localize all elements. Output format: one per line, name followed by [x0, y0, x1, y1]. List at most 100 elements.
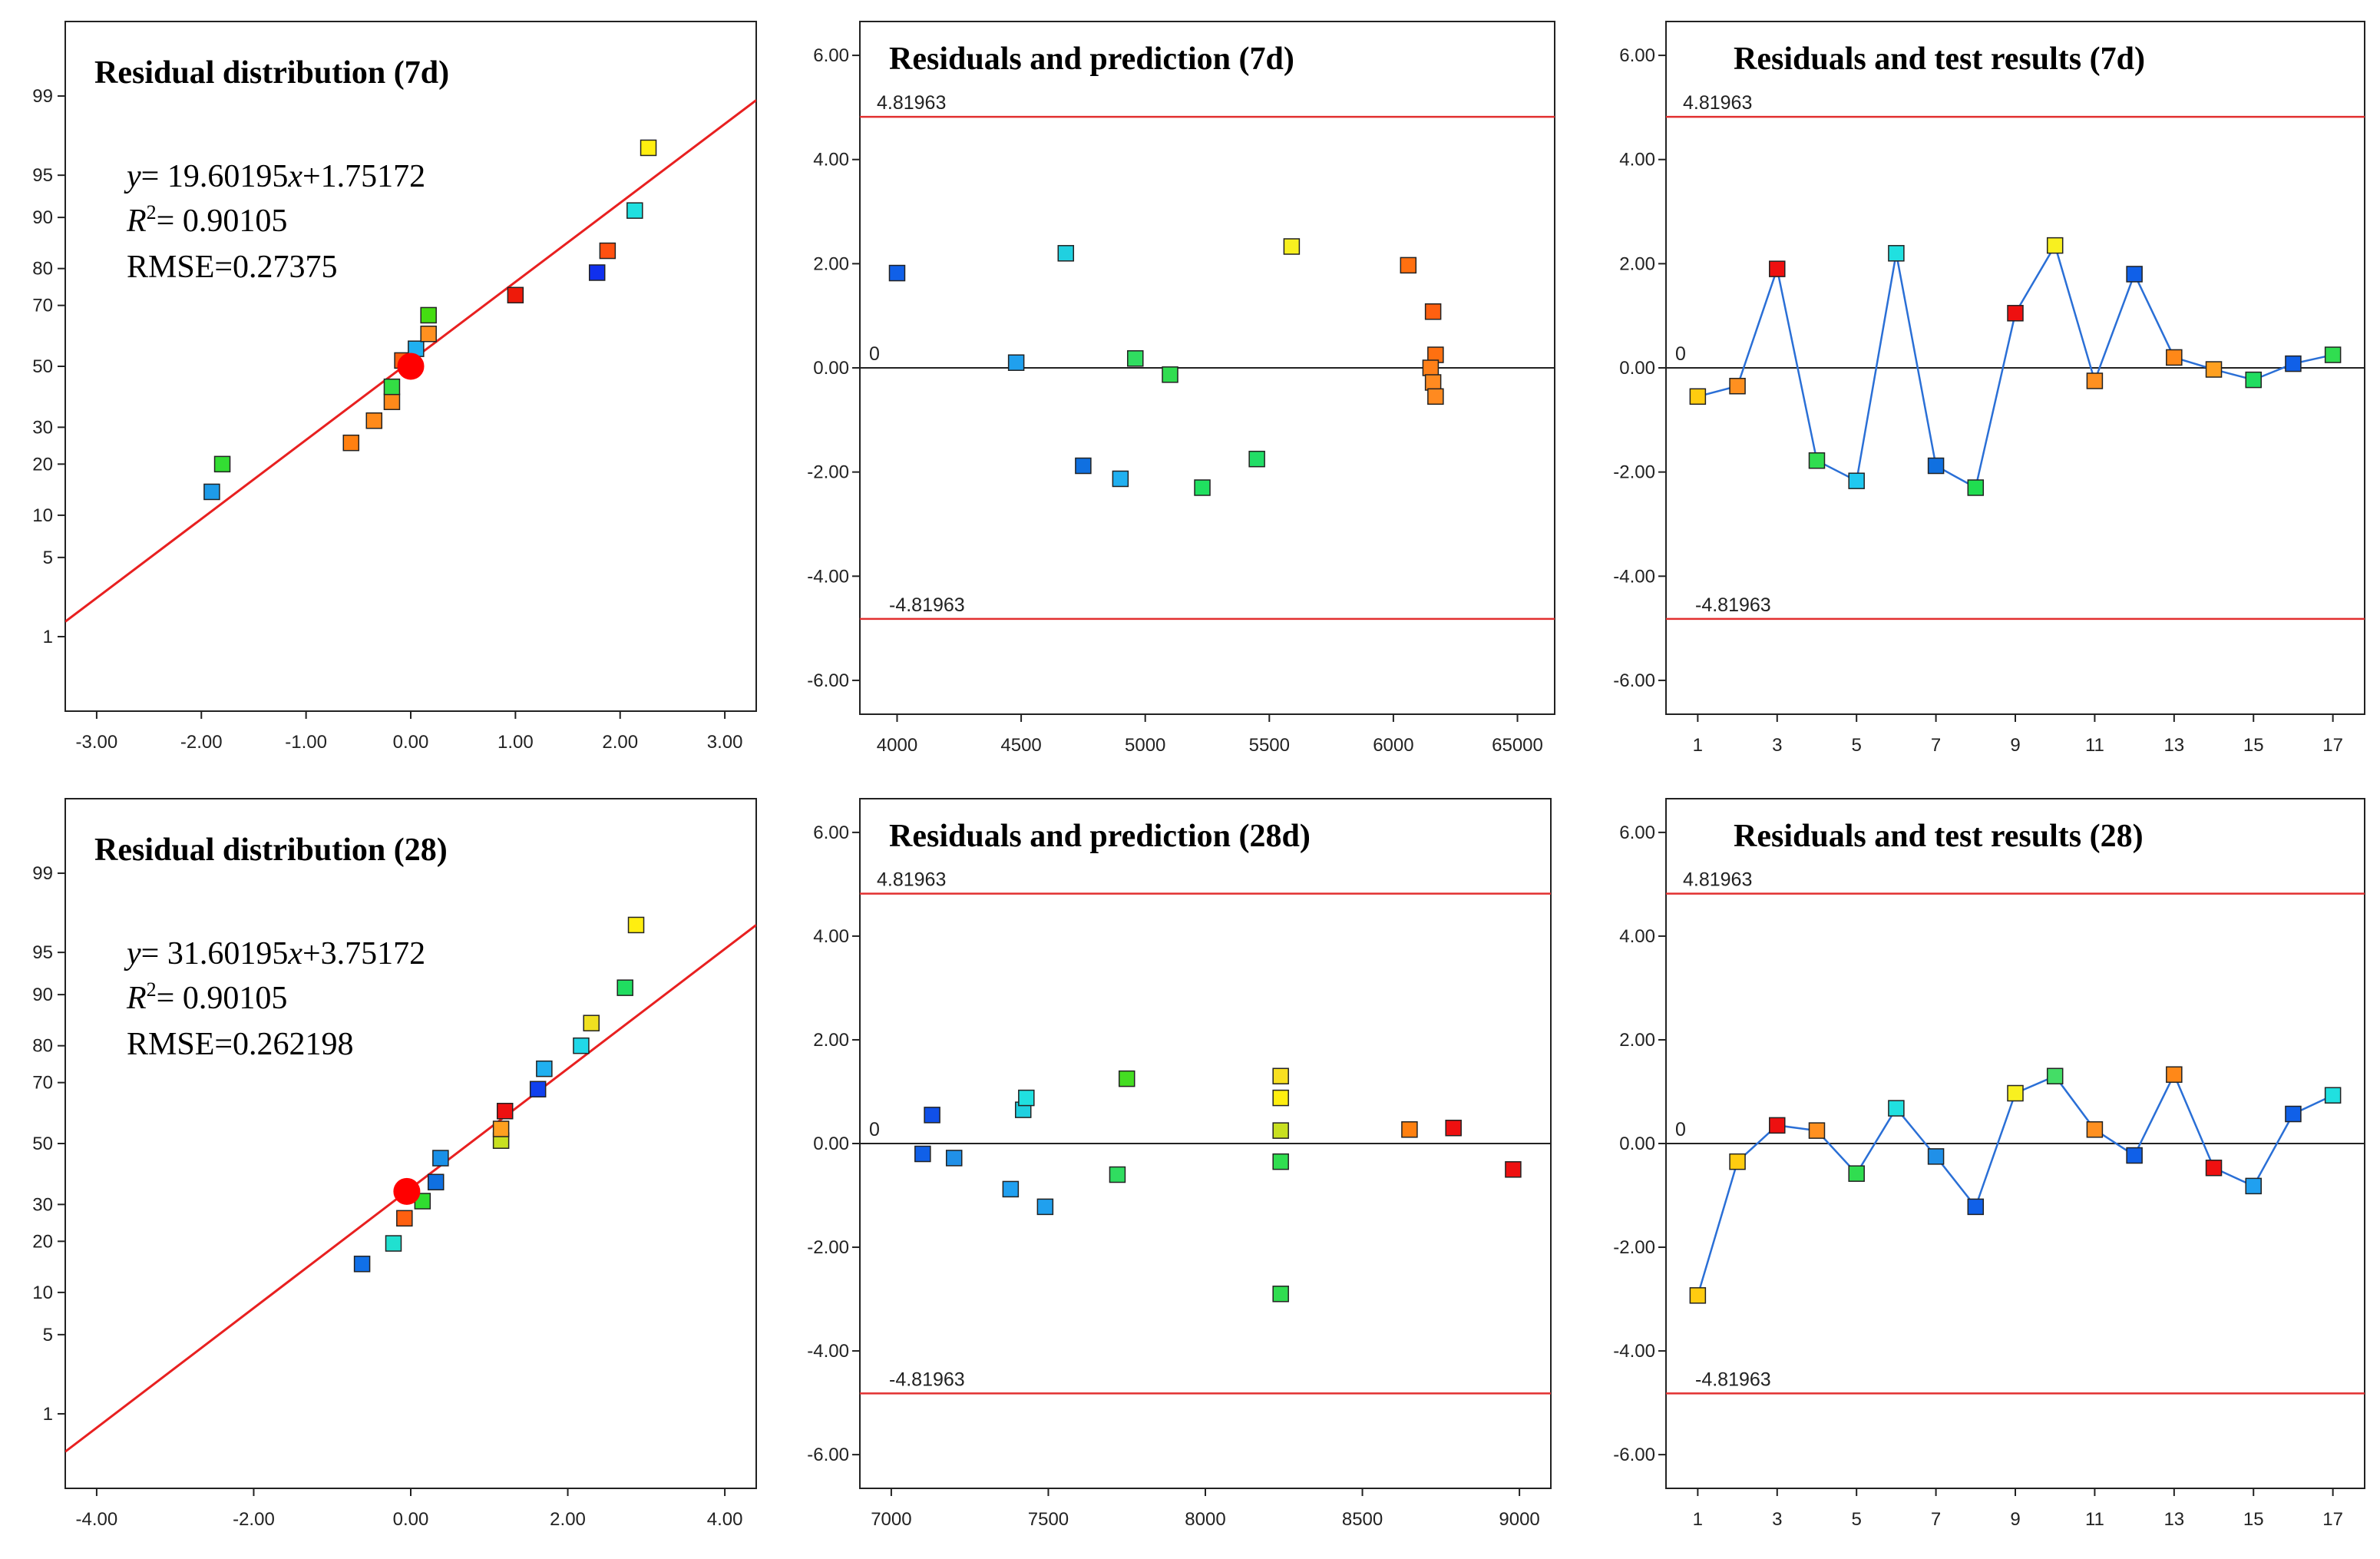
p1-point: [626, 202, 643, 219]
p1-ytick-label: 95: [32, 165, 53, 186]
p6-xtick-label: 5: [1852, 1509, 1862, 1530]
p1-equation: y= 19.60195x+1.75172: [124, 159, 425, 194]
p5-ytick-label: -6.00: [807, 1445, 849, 1465]
p3-title: Residuals and test results (7d): [1734, 41, 2145, 77]
p6-point: [2166, 1066, 2183, 1083]
p1-point: [640, 139, 657, 157]
p5-point: [924, 1107, 940, 1124]
p6-ytick-label: 4.00: [1619, 926, 1655, 947]
p2-point: [1424, 303, 1442, 320]
p6-point: [1808, 1122, 1826, 1139]
p6-point: [1848, 1165, 1865, 1182]
p6-point: [1967, 1198, 1985, 1216]
p5-ytick-label: 0.00: [813, 1134, 849, 1154]
p2-ytick-label: -6.00: [807, 670, 849, 691]
p2-point: [1283, 238, 1301, 255]
p1-point: [365, 412, 383, 429]
p5-point: [914, 1145, 931, 1163]
p4-point: [536, 1060, 553, 1077]
p2-ytick-label: -4.00: [807, 566, 849, 587]
p2-ytick-label: 4.00: [813, 150, 849, 170]
p1-point: [383, 393, 401, 410]
p3-xtick-label: 1: [1693, 735, 1703, 756]
p6-xtick-label: 17: [2322, 1509, 2343, 1530]
p3-point: [2046, 237, 2064, 254]
p5-point: [1002, 1180, 1020, 1198]
p1-point: [420, 306, 437, 324]
p5-xtick-label: 9000: [1499, 1509, 1539, 1530]
p4-ytick-label: 90: [32, 985, 53, 1005]
p1-xtick-label: -3.00: [76, 732, 118, 753]
p3-ytick-label: 6.00: [1619, 45, 1655, 66]
p5-point: [1036, 1198, 1054, 1216]
p4-ytick-label: 80: [32, 1036, 53, 1057]
p6-point: [2126, 1147, 2143, 1164]
p2-xtick-label: 6000: [1373, 735, 1413, 756]
p5-point: [1272, 1153, 1289, 1170]
p1-ytick-label: 10: [32, 505, 53, 526]
p4-point: [573, 1037, 590, 1054]
p4-point: [583, 1015, 600, 1031]
p2-point: [1427, 388, 1444, 405]
p5-xtick-label: 7000: [871, 1509, 911, 1530]
p2-ytick-label: -2.00: [807, 462, 849, 483]
p3-ytick-label: -4.00: [1613, 566, 1655, 587]
p1-xtick-label: -2.00: [180, 732, 223, 753]
p4-point: [432, 1150, 449, 1167]
p6-ytick-label: -4.00: [1613, 1341, 1655, 1362]
p6-xtick-label: 15: [2243, 1509, 2264, 1530]
p4-equation: y= 31.60195x+3.75172: [124, 936, 425, 971]
p1-point: [507, 286, 524, 304]
p2-lower-limit-label: -4.81963: [889, 594, 965, 616]
p4-xtick-label: -4.00: [76, 1509, 118, 1530]
p6-ytick-label: -6.00: [1613, 1445, 1655, 1465]
p4-ytick-label: 30: [32, 1194, 53, 1215]
p1-xtick-label: 3.00: [707, 732, 743, 753]
p3-point: [1729, 377, 1746, 395]
p6-ytick-label: 6.00: [1619, 823, 1655, 843]
p6-point: [2046, 1067, 2064, 1084]
p2-upper-limit-label: 4.81963: [877, 92, 946, 114]
p4-xtick-label: 4.00: [707, 1509, 743, 1530]
p3-upper-limit-label: 4.81963: [1683, 92, 1752, 114]
p1-ytick-label: 50: [32, 356, 53, 377]
p2-point: [1424, 374, 1442, 391]
p3-point: [1769, 260, 1786, 277]
p1-xtick-label: 2.00: [602, 732, 638, 753]
p2-ytick-label: 6.00: [813, 45, 849, 66]
p6-series-line: [1697, 1072, 2334, 1296]
p4-ytick-label: 5: [43, 1325, 53, 1346]
p4-point: [616, 979, 633, 996]
p4-point: [529, 1081, 547, 1097]
p2-title: Residuals and prediction (7d): [889, 41, 1294, 77]
p4-point: [427, 1173, 445, 1190]
p4-xtick-label: 0.00: [393, 1509, 429, 1530]
p4-ytick-label: 99: [32, 863, 53, 884]
p3-zero-label: 0: [1675, 343, 1686, 365]
p3-point: [1967, 479, 1985, 496]
p4-ytick-label: 1: [43, 1404, 53, 1425]
p5-lower-limit-label: -4.81963: [889, 1369, 965, 1390]
p4-point: [396, 1210, 413, 1227]
p3-point: [2245, 371, 2262, 389]
p3-point: [2324, 346, 2342, 363]
p4-rmse: RMSE=0.262198: [127, 1027, 354, 1062]
p5-ytick-label: 6.00: [813, 823, 849, 843]
p6-title: Residuals and test results (28): [1734, 819, 2144, 854]
p5-ytick-label: -2.00: [807, 1237, 849, 1258]
p3-xtick-label: 13: [2163, 735, 2184, 756]
p6-point: [2007, 1084, 2024, 1102]
p5-point: [1272, 1089, 1289, 1107]
p1-xtick-label: 0.00: [393, 732, 429, 753]
p3-xtick-label: 3: [1772, 735, 1782, 756]
p2-xtick-label: 65000: [1492, 735, 1543, 756]
p1-rmse: RMSE=0.27375: [127, 250, 338, 285]
p1-ytick-label: 30: [32, 417, 53, 438]
p3-xtick-label: 5: [1852, 735, 1862, 756]
p5-ytick-label: 2.00: [813, 1030, 849, 1051]
p4-point: [627, 916, 645, 934]
p5-point: [1272, 1067, 1289, 1084]
p1-point: [420, 325, 437, 343]
p6-point: [1689, 1287, 1707, 1304]
